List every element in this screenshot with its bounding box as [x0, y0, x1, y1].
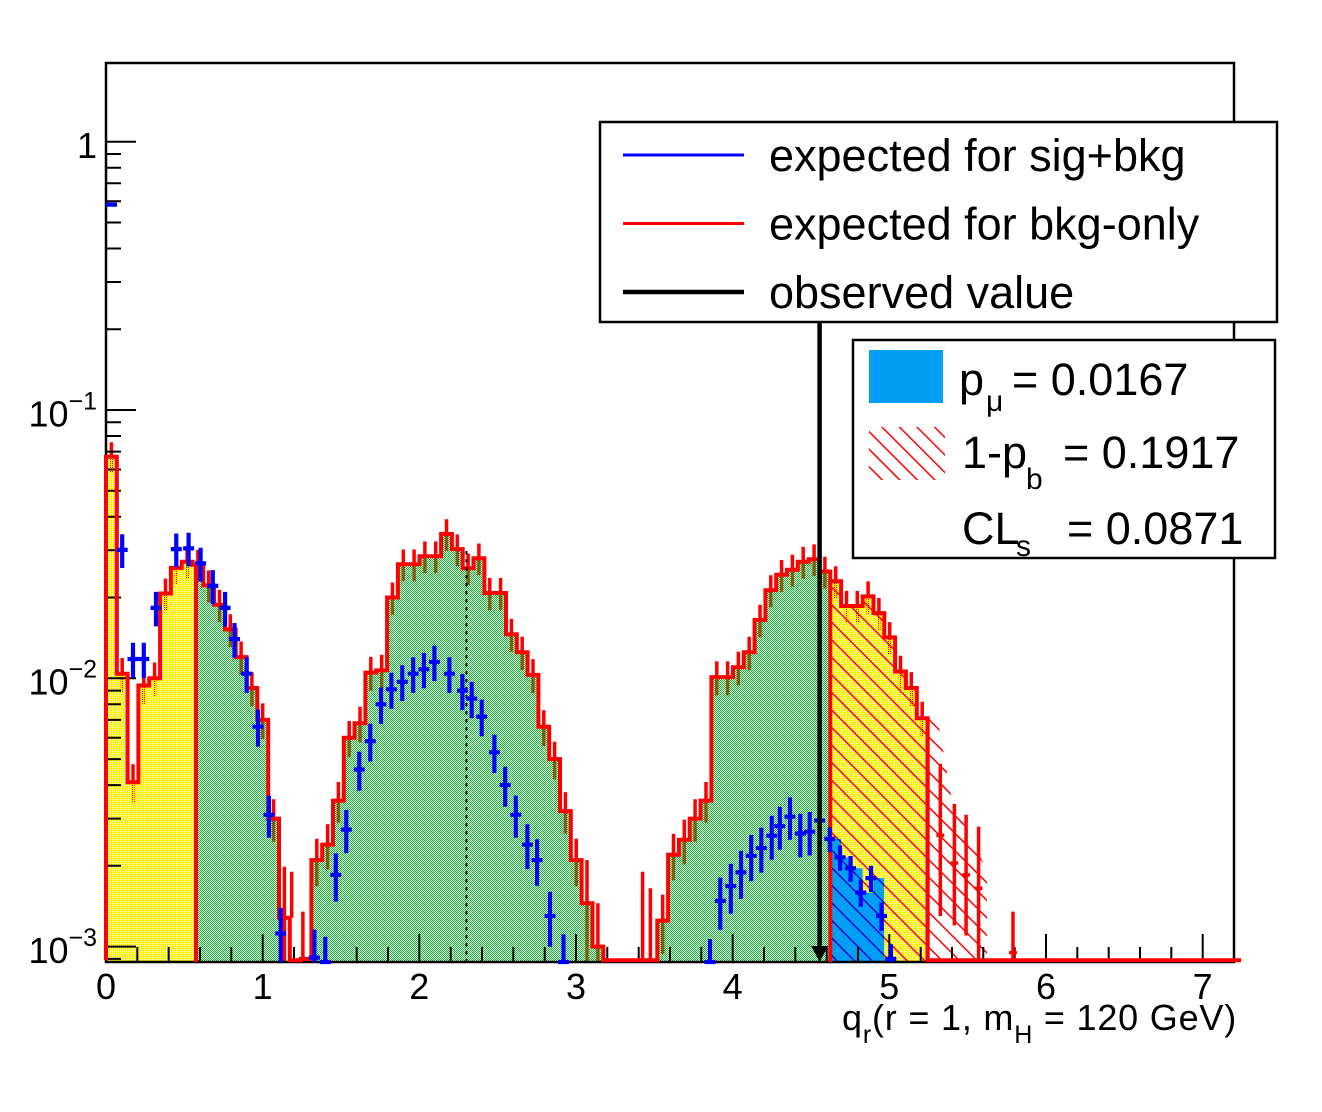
svg-text:1: 1: [253, 966, 273, 1007]
svg-text:1-p: 1-p: [962, 427, 1027, 478]
svg-text:2: 2: [409, 966, 429, 1007]
svg-text:s: s: [1016, 530, 1031, 563]
svg-text:0: 0: [96, 966, 116, 1007]
svg-text:expected for sig+bkg: expected for sig+bkg: [769, 130, 1186, 181]
svg-text:CL: CL: [962, 503, 1020, 554]
svg-text:= 0.0167: = 0.0167: [1012, 354, 1188, 405]
svg-text:μ: μ: [986, 385, 1003, 418]
svg-text:5: 5: [879, 966, 899, 1007]
svg-text:= 0.1917: = 0.1917: [1063, 427, 1239, 478]
svg-text:= 0.0871: = 0.0871: [1067, 503, 1243, 554]
svg-text:3: 3: [566, 966, 586, 1007]
svg-text:expected for bkg-only: expected for bkg-only: [769, 199, 1200, 250]
svg-text:1: 1: [77, 125, 97, 166]
svg-text:6: 6: [1036, 966, 1056, 1007]
svg-text:b: b: [1026, 463, 1043, 496]
svg-text:observed value: observed value: [769, 267, 1074, 318]
svg-text:p: p: [959, 354, 984, 405]
svg-text:4: 4: [723, 966, 743, 1007]
svg-text:7: 7: [1193, 966, 1213, 1007]
